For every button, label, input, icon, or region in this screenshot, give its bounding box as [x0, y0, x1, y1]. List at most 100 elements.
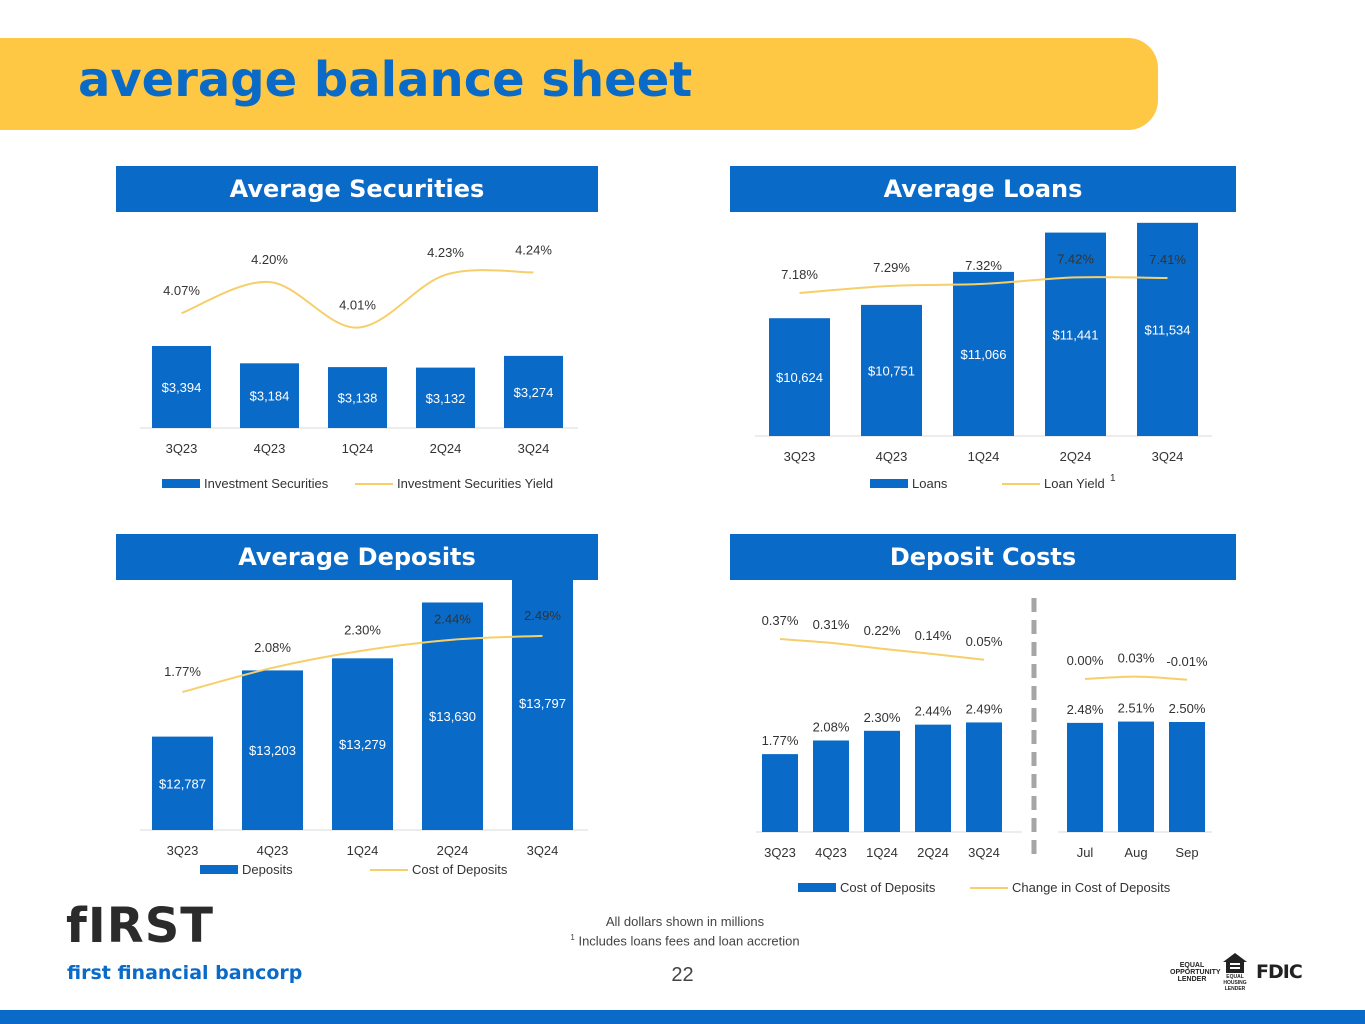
deposit-costs-line-label: 0.00%: [1067, 653, 1104, 668]
loans-bar-label: $11,441: [1052, 327, 1098, 342]
deposit-costs-bar-label: 2.30%: [864, 710, 901, 725]
deposit-costs-legend-bar-swatch: [798, 883, 836, 892]
deposit-costs-bar: [1118, 721, 1154, 832]
deposits-legend-bar-label: Deposits: [242, 862, 293, 877]
securities-legend-line-label: Investment Securities Yield: [397, 476, 553, 491]
deposit-costs-category-label: 4Q23: [815, 845, 847, 860]
footnote-loans-text: Includes loans fees and loan accretion: [578, 933, 800, 949]
securities-bar: [416, 367, 475, 428]
loans-line-label: 7.29%: [873, 260, 910, 275]
loans-line-series: [799, 276, 1168, 294]
deposit-costs-legend-bar-label: Cost of Deposits: [840, 880, 936, 895]
deposits-bar-label: $13,630: [429, 709, 476, 724]
deposits-bar: [152, 736, 213, 830]
loans-category-label: 3Q24: [1152, 449, 1184, 464]
loans-bar-label: $11,534: [1144, 322, 1190, 337]
deposits-bar-label: $13,203: [249, 743, 296, 758]
deposit-costs-line-series: [779, 638, 985, 661]
deposit-costs-bar-label: 2.50%: [1169, 701, 1206, 716]
equal-housing-lender-badge: EQUAL HOUSING LENDER: [1220, 952, 1250, 992]
deposit-costs-category-label: 2Q24: [917, 845, 949, 860]
loans-legend-bar-swatch: [870, 479, 908, 488]
deposit-costs-bar: [864, 730, 900, 832]
deposit-costs-bar: [1169, 722, 1205, 832]
deposit-costs-line-label: 0.37%: [762, 613, 799, 628]
securities-panel-title: Average Securities: [116, 166, 598, 212]
deposits-category-label: 3Q23: [167, 843, 199, 858]
securities-legend-bar-label: Investment Securities: [204, 476, 329, 491]
deposits-bar: [242, 670, 303, 830]
deposit-costs-line-label: 0.14%: [915, 628, 952, 643]
loans-bar-label: $11,066: [960, 347, 1006, 362]
fdic-badge: FDIC: [1256, 961, 1303, 983]
deposits-line-series: [182, 634, 543, 693]
loans-bar: [1045, 232, 1106, 436]
deposit-costs-bar-label: 2.08%: [813, 719, 850, 734]
bottom-bar: [0, 1010, 1365, 1024]
securities-bar-label: $3,184: [250, 389, 290, 404]
deposit-costs-bar: [813, 740, 849, 832]
securities-category-label: 3Q23: [166, 441, 198, 456]
deposit-costs-bar: [915, 724, 951, 832]
deposit-costs-panel-title: Deposit Costs: [730, 534, 1236, 580]
loans-legend-footnote: 1: [1110, 473, 1116, 484]
securities-line-label: 4.24%: [515, 242, 552, 257]
loans-panel-title: Average Loans: [730, 166, 1236, 212]
loans-category-label: 1Q24: [968, 449, 1000, 464]
deposits-bar-label: $13,279: [339, 737, 386, 752]
securities-bar-label: $3,132: [426, 391, 466, 406]
securities-bar: [152, 345, 211, 428]
deposit-costs-bar-label: 2.49%: [966, 701, 1003, 716]
loans-bar-label: $10,751: [868, 363, 915, 378]
deposits-panel-title: Average Deposits: [116, 534, 598, 580]
equal-opportunity-lender-badge: EQUAL OPPORTUNITY LENDER: [1170, 961, 1221, 983]
securities-legend-bar-swatch: [162, 479, 200, 488]
deposit-costs-category-label: Sep: [1175, 845, 1198, 860]
company-name: first financial bancorp: [67, 962, 303, 984]
deposit-costs-bar: [1067, 722, 1103, 832]
deposit-costs-bar-label: 2.44%: [915, 704, 952, 719]
company-logo-mark: fIRST: [66, 898, 215, 954]
securities-line-series: [181, 269, 534, 329]
footnote-loans: 1 Includes loans fees and loan accretion: [520, 930, 850, 949]
loans-line-label: 7.42%: [1057, 251, 1094, 266]
deposits-bar: [512, 575, 573, 830]
deposit-costs-category-label: 3Q24: [968, 845, 1000, 860]
securities-bar: [504, 355, 563, 428]
deposit-costs-category-label: 1Q24: [866, 845, 898, 860]
loans-category-label: 4Q23: [876, 449, 908, 464]
loans-line-label: 7.41%: [1149, 252, 1186, 267]
securities-line-label: 4.23%: [427, 245, 464, 260]
loans-legend-bar-label: Loans: [912, 476, 948, 491]
loans-bar: [769, 318, 830, 436]
deposit-costs-line-label: 0.03%: [1118, 651, 1155, 666]
deposit-costs-line-label: 0.22%: [864, 623, 901, 638]
deposits-line-label: 1.77%: [164, 664, 201, 679]
deposit-costs-category-label: 3Q23: [764, 845, 796, 860]
securities-bar-label: $3,394: [162, 380, 202, 395]
loans-bar: [953, 271, 1014, 436]
deposits-bar-label: $13,797: [519, 696, 566, 711]
deposits-bar-label: $12,787: [159, 776, 206, 791]
deposits-line-label: 2.08%: [254, 640, 291, 655]
loans-bar-label: $10,624: [776, 370, 823, 385]
securities-line-label: 4.01%: [339, 298, 376, 313]
deposit-costs-bar-label: 1.77%: [762, 733, 799, 748]
deposit-costs-bar-label: 2.48%: [1067, 702, 1104, 717]
deposits-legend-line-label: Cost of Deposits: [412, 862, 508, 877]
loans-legend-line-label: Loan Yield: [1044, 476, 1105, 491]
securities-category-label: 2Q24: [430, 441, 462, 456]
deposits-line-label: 2.44%: [434, 612, 471, 627]
deposits-category-label: 3Q24: [527, 843, 559, 858]
deposits-legend-bar-swatch: [200, 865, 238, 874]
house-icon: [1223, 953, 1247, 973]
deposit-costs-bar-label: 2.51%: [1118, 701, 1155, 716]
loans-bar: [861, 304, 922, 436]
deposits-line-label: 2.49%: [524, 608, 561, 623]
deposit-costs-line-label: 0.31%: [813, 617, 850, 632]
loans-bar: [1137, 222, 1198, 436]
securities-category-label: 3Q24: [518, 441, 550, 456]
deposit-costs-bar: [966, 722, 1002, 832]
deposit-costs-line-label: -0.01%: [1166, 654, 1208, 669]
